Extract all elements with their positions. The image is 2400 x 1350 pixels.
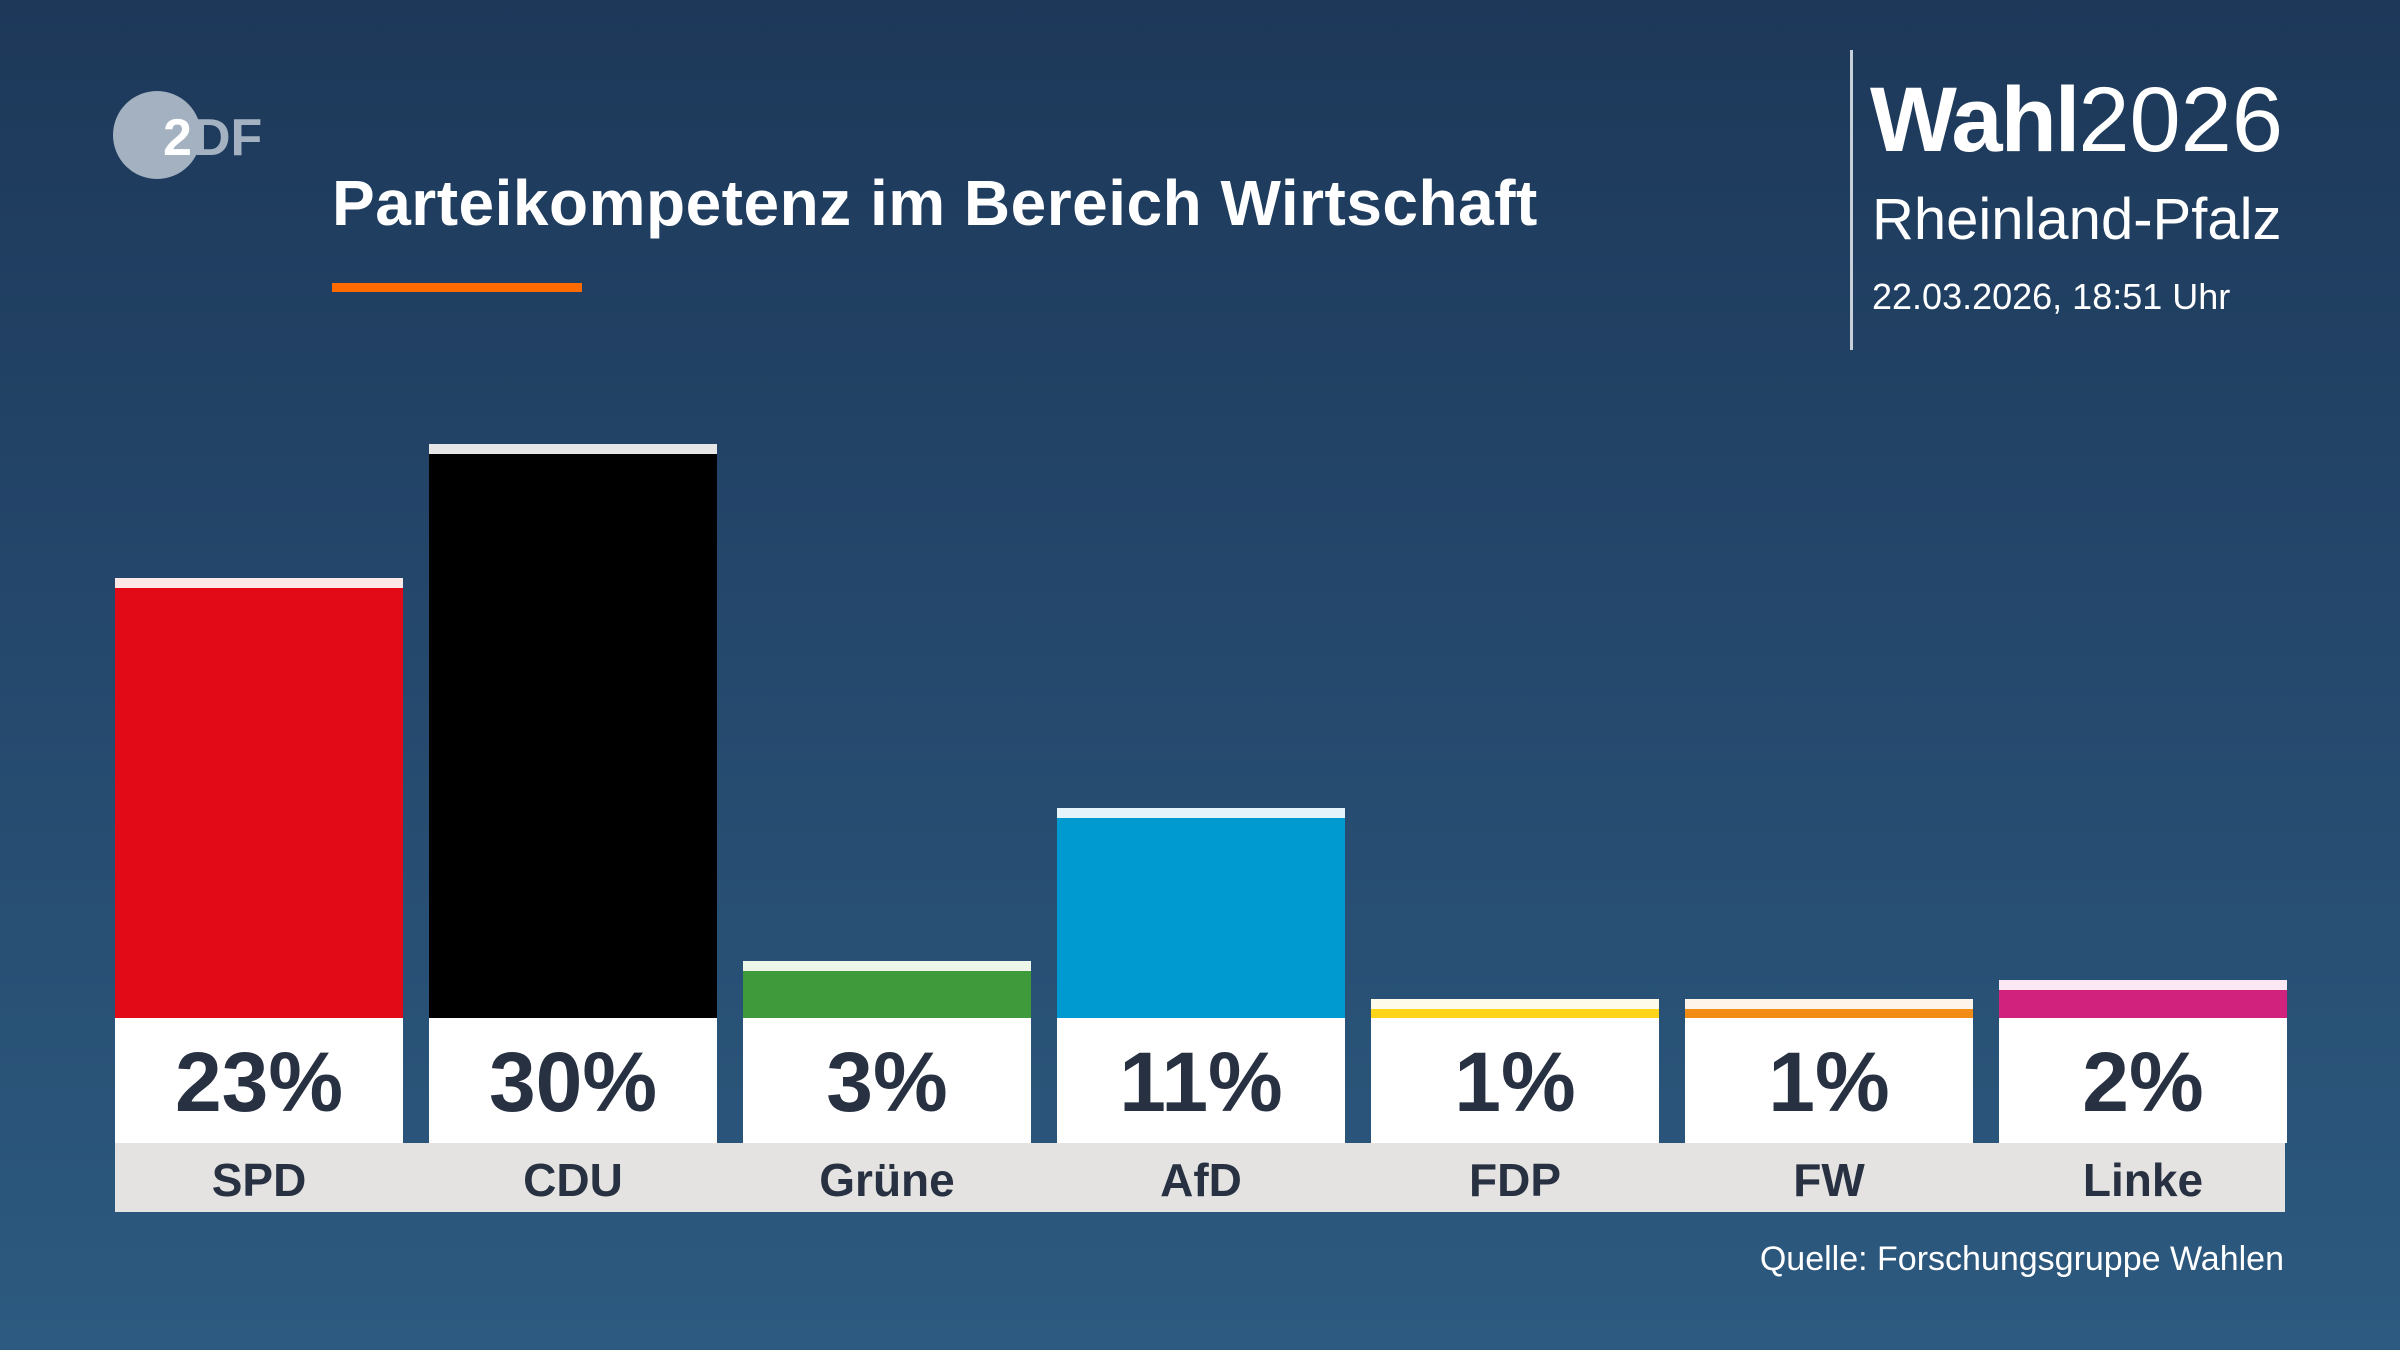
bar-cap [1057,807,1345,818]
bar-linke [1999,979,2287,1018]
category-label: FDP [1469,1154,1561,1206]
bar-afd [1057,807,1345,1018]
region: Rheinland-Pfalz [1872,187,2282,252]
bar-cap [115,578,403,588]
value-label: 1% [1371,1018,1659,1143]
bar-cdu [429,444,717,1018]
svg-text:2: 2 [163,109,192,167]
bar-cap [743,960,1031,971]
value-label: 30% [429,1018,717,1143]
bar-spd [115,578,403,1018]
bar-cap [1685,998,1973,1009]
category-label: Linke [2082,1154,2204,1206]
bar-grüne [743,960,1031,1018]
category-label: SPD [211,1154,307,1206]
value-label: 11% [1057,1018,1345,1143]
bar-fw [1685,998,1973,1018]
value-label: 1% [1685,1018,1973,1143]
chart-title: Parteikompetenz im Bereich Wirtschaft [332,167,1538,239]
value-label: 2% [1999,1018,2287,1143]
timestamp: 22.03.2026, 18:51 Uhr [1872,276,2231,317]
value-label: 23% [115,1018,403,1143]
category-label: AfD [1160,1154,1242,1206]
brand-year: 2026 [2078,69,2284,171]
title-underline [332,283,582,292]
zdf-logo: 2 DF [113,91,262,179]
category-label: Grüne [819,1154,955,1206]
category-label: FW [1793,1154,1865,1206]
source-note: Quelle: Forschungsgruppe Wahlen [1759,1240,2284,1278]
bar-cap [429,444,717,455]
value-label: 3% [743,1018,1031,1143]
bar-fdp [1371,998,1659,1018]
header-divider [1850,50,1853,350]
brand-bold: Wahl [1870,69,2080,171]
category-label: CDU [523,1154,623,1206]
bar-cap [1999,979,2287,990]
svg-text:DF: DF [193,109,262,167]
brand-wahl: Wahl2026 [1870,70,2283,170]
label-band [115,1143,2285,1212]
bar-cap [1371,998,1659,1009]
